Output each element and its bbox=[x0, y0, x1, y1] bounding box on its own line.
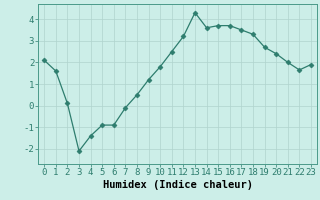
X-axis label: Humidex (Indice chaleur): Humidex (Indice chaleur) bbox=[103, 180, 252, 190]
